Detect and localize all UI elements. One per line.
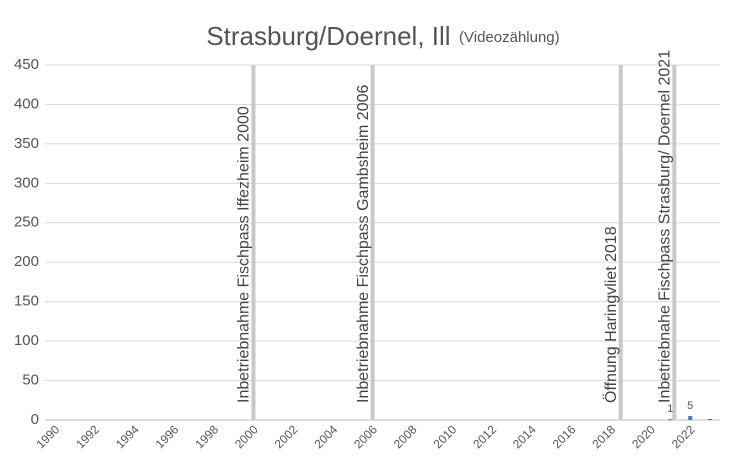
x-tick-label: 2016 bbox=[550, 422, 579, 451]
x-tick-label: 2010 bbox=[431, 422, 460, 451]
x-tick-label: 2018 bbox=[589, 422, 618, 451]
x-tick-label: 2014 bbox=[510, 422, 539, 451]
y-tick-label: 400 bbox=[14, 95, 39, 112]
y-tick-label: 50 bbox=[22, 372, 39, 389]
x-tick-label: 2012 bbox=[470, 422, 499, 451]
bar bbox=[688, 416, 693, 420]
x-tick-label: 2002 bbox=[272, 422, 301, 451]
y-tick-label: 250 bbox=[14, 214, 39, 231]
x-tick-label: 1996 bbox=[153, 422, 182, 451]
y-tick-label: 300 bbox=[14, 174, 39, 191]
bar bbox=[668, 419, 673, 421]
chart-title-group: Strasburg/Doernel, Ill (Videozählung) bbox=[206, 21, 559, 51]
annotation-label: Inbetriebnahe Fischpass Strasburg/ Doern… bbox=[657, 50, 674, 403]
chart-subtitle: (Videozählung) bbox=[459, 29, 560, 46]
x-tick-label: 1994 bbox=[113, 422, 142, 451]
y-tick-label: 0 bbox=[31, 411, 39, 428]
annotation-label: Inbetriebnahme Fischpass Gambsheim 2006 bbox=[355, 85, 372, 403]
y-tick-label: 350 bbox=[14, 135, 39, 152]
y-tick-label: 100 bbox=[14, 332, 39, 349]
x-tick-label: 2000 bbox=[232, 422, 261, 451]
y-tick-label: 150 bbox=[14, 293, 39, 310]
x-tick-label: 1998 bbox=[192, 422, 221, 451]
chart-title: Strasburg/Doernel, Ill bbox=[206, 21, 450, 51]
x-tick-label: 2020 bbox=[629, 422, 658, 451]
x-tick-label: 2008 bbox=[391, 422, 420, 451]
annotation-label: Öffnung Haringvliet 2018 bbox=[602, 226, 620, 403]
x-tick-label: 1992 bbox=[73, 422, 102, 451]
x-tick-label: 2004 bbox=[311, 422, 340, 451]
data-label: 5 bbox=[687, 400, 693, 412]
annotation-label: Inbetriebnahme Fischpass Iffezheim 2000 bbox=[236, 106, 253, 403]
y-tick-label: 200 bbox=[14, 253, 39, 270]
data-label: 1 bbox=[667, 403, 673, 415]
x-tick-label: 2022 bbox=[669, 422, 698, 451]
bar bbox=[708, 419, 713, 420]
y-tick-label: 450 bbox=[14, 56, 39, 73]
x-tick-label: 2006 bbox=[351, 422, 380, 451]
